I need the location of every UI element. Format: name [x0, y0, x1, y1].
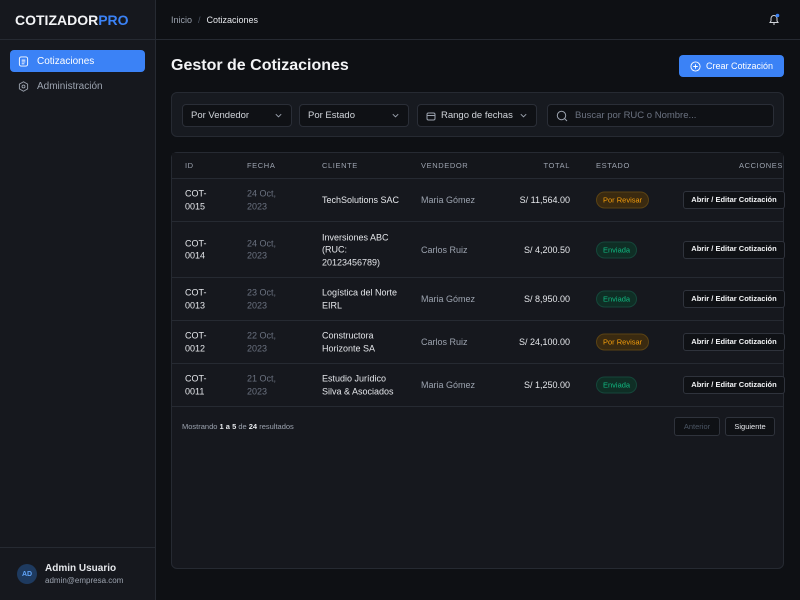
vendor-name: Maria Gómez — [421, 293, 476, 304]
open-edit-quote-button[interactable]: Abrir / Editar Cotización — [683, 191, 785, 209]
vendor-name: Carlos Ruiz — [421, 244, 468, 255]
table-row: COT-0015 24 Oct, 2023 TechSolutions SAC … — [172, 179, 785, 222]
open-edit-quote-button[interactable]: Abrir / Editar Cotización — [683, 333, 785, 351]
bell-icon[interactable] — [768, 13, 780, 26]
quote-date: 24 Oct, 2023 — [247, 238, 277, 261]
vendor-name: Maria Gómez — [421, 194, 476, 205]
user-profile[interactable]: AD Admin Usuario admin@empresa.com — [0, 547, 155, 600]
status-badge: Por Revisar — [596, 191, 650, 209]
logo: COTIZADORPRO — [0, 0, 155, 40]
client-name: Constructora Horizonte SA — [322, 330, 376, 354]
breadcrumb: Inicio / Cotizaciones — [156, 0, 800, 40]
client-name: Logística del Norte EIRL — [322, 287, 398, 311]
table-row: COT-0014 24 Oct, 2023 Inversiones ABC (R… — [172, 222, 785, 278]
client-name: Estudio Jurídico Silva & Asociados — [322, 373, 394, 397]
status-badge: Enviada — [596, 241, 638, 258]
quote-total: S/ 24,100.00 — [518, 336, 570, 347]
client-name: TechSolutions SAC — [322, 194, 400, 205]
plus-circle-icon — [690, 60, 701, 72]
gear-icon — [18, 80, 29, 92]
open-edit-quote-button[interactable]: Abrir / Editar Cotización — [683, 290, 785, 308]
sidebar: COTIZADORPRO Cotizaciones Administración… — [0, 0, 156, 600]
quote-total: S/ 1,250.00 — [523, 379, 570, 390]
table-row: COT-0011 21 Oct, 2023 Estudio Jurídico S… — [172, 364, 785, 407]
pagination-summary: Mostrando 1 a 5 de 24 resultados — [182, 422, 294, 431]
filter-bar: Por Vendedor Por Estado Rango de fechas … — [171, 92, 784, 137]
vendor-filter-select[interactable]: Por Vendedor — [182, 104, 292, 127]
chevron-down-icon — [392, 113, 399, 118]
client-name: Inversiones ABC (RUC: 20123456789) — [322, 231, 389, 267]
search-icon — [556, 110, 568, 121]
status-filter-select[interactable]: Por Estado — [299, 104, 409, 127]
vendor-name: Maria Gómez — [421, 379, 476, 390]
open-edit-quote-button[interactable]: Abrir / Editar Cotización — [683, 376, 785, 394]
breadcrumb-current: Cotizaciones — [206, 14, 259, 25]
status-badge: Enviada — [596, 290, 638, 308]
breadcrumb-home[interactable]: Inicio — [171, 14, 193, 25]
quote-date: 22 Oct, 2023 — [247, 330, 277, 354]
create-quote-button[interactable]: Crear Cotización — [679, 55, 784, 77]
quote-date: 21 Oct, 2023 — [247, 373, 277, 397]
status-badge: Por Revisar — [596, 333, 650, 351]
quote-id: COT-0015 — [185, 188, 207, 212]
table-row: COT-0012 22 Oct, 2023 Constructora Horiz… — [172, 321, 785, 364]
avatar: AD — [17, 564, 37, 584]
quote-total: S/ 11,564.00 — [519, 194, 570, 205]
search-input[interactable]: Buscar por RUC o Nombre... — [547, 104, 774, 127]
next-page-button[interactable]: Siguiente — [725, 417, 775, 436]
quote-id: COT-0011 — [185, 373, 207, 397]
previous-page-button[interactable]: Anterior — [674, 417, 720, 436]
quote-total: S/ 8,950.00 — [523, 293, 570, 304]
status-badge: Enviada — [596, 376, 638, 394]
quote-id: COT-0013 — [185, 287, 207, 311]
quote-id: COT-0012 — [185, 330, 207, 354]
open-edit-quote-button[interactable]: Abrir / Editar Cotización — [683, 240, 785, 259]
sidebar-item-administracion[interactable]: Administración — [10, 75, 145, 97]
quote-total: S/ 4,200.50 — [523, 244, 570, 255]
quotes-table: ID FECHA CLIENTE VENDEDOR TOTAL ESTADO A… — [171, 152, 785, 569]
chevron-down-icon — [275, 113, 282, 118]
date-range-select[interactable]: Rango de fechas — [417, 104, 537, 127]
document-icon — [18, 55, 29, 67]
quote-id: COT-0014 — [185, 238, 207, 261]
sidebar-item-cotizaciones[interactable]: Cotizaciones — [10, 50, 145, 72]
quote-date: 23 Oct, 2023 — [247, 287, 277, 311]
page-title: Gestor de Cotizaciones — [171, 57, 349, 74]
calendar-icon — [426, 112, 436, 120]
table-header — [172, 153, 783, 179]
table-row: COT-0013 23 Oct, 2023 Logística del Nort… — [172, 278, 785, 321]
chevron-down-icon — [520, 113, 527, 118]
vendor-name: Carlos Ruiz — [421, 336, 468, 347]
quote-date: 24 Oct, 2023 — [247, 188, 277, 212]
